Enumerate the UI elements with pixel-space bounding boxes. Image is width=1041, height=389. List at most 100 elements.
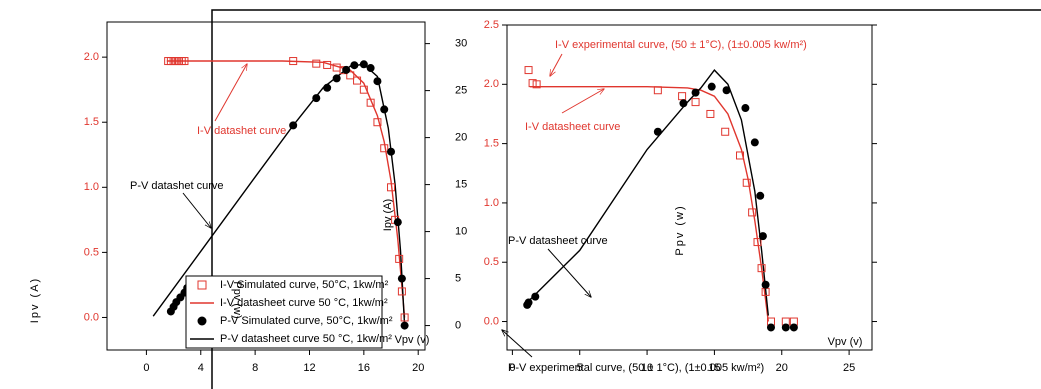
point: [359, 60, 368, 69]
y-axis-label: Ipv (A): [29, 277, 41, 323]
y-tick-label: 1.0: [484, 197, 499, 209]
point: [789, 323, 798, 332]
series-line: [525, 69, 769, 316]
y-tick-label: 2.0: [484, 78, 499, 90]
x-tick-label: 15: [708, 362, 720, 374]
point: [722, 86, 731, 95]
point: [323, 60, 332, 69]
y2-tick-label: 0: [455, 319, 461, 331]
point: [387, 147, 396, 156]
chart: 0 4 8 12 16 20 0.0 0.5 1.0 1.5 2.0 0 5 10 15 20 25 30 Vpv …: [29, 21, 467, 374]
point: [366, 98, 375, 107]
point: [753, 238, 762, 247]
x-tick-label: 20: [412, 362, 424, 374]
legend-label: P-V datasheet curve 50 °C, 1kw/m²: [220, 333, 392, 345]
point: [312, 59, 321, 68]
point: [395, 254, 404, 263]
point: [380, 105, 389, 114]
point: [400, 313, 409, 322]
point: [721, 127, 730, 136]
y-tick-label: 1.5: [84, 116, 99, 128]
point: [653, 127, 662, 136]
x-tick-label: 4: [198, 362, 204, 374]
x-tick-label: 25: [843, 362, 855, 374]
legend-label: I-V datasheet curve 50 °C, 1kw/m²: [220, 297, 388, 309]
y-axis-label: Ppv (w): [674, 204, 686, 255]
annotation-arrow: [214, 64, 247, 122]
point: [332, 74, 341, 83]
point: [531, 292, 540, 301]
annotation: I-V experimental curve, (50 ± 1°C), (1±0…: [555, 39, 807, 51]
annotation: Ppv (w): [231, 281, 243, 318]
annotation-arrow: [561, 89, 604, 114]
point: [342, 65, 351, 74]
point: [397, 274, 406, 283]
point: [756, 191, 765, 200]
y-tick-label: 0.5: [484, 256, 499, 268]
annotation-arrow: [547, 248, 591, 297]
x-tick-label: 5: [577, 362, 583, 374]
x-tick-label: 10: [641, 362, 653, 374]
point: [380, 144, 389, 153]
point: [528, 79, 537, 88]
y-tick-label: 0.5: [84, 246, 99, 258]
point: [707, 82, 716, 91]
x-tick-label: 12: [303, 362, 315, 374]
point: [736, 151, 745, 160]
y-tick-label: 2.0: [84, 51, 99, 63]
point: [373, 77, 382, 86]
point: [397, 287, 406, 296]
plot-frame: [106, 21, 426, 351]
y2-tick-label: 5: [455, 272, 461, 284]
overlay-frame: [211, 9, 1041, 389]
annotation-arrow: [550, 53, 563, 76]
point: [678, 92, 687, 101]
x-tick-label: 0: [509, 362, 515, 374]
x-tick-label: 8: [252, 362, 258, 374]
point: [761, 280, 770, 289]
point: [350, 61, 359, 70]
point: [750, 138, 759, 147]
series-line: [529, 86, 769, 322]
chart: 0 5 10 15 20 25 0.0 0.5 1.0 1.5 2.0 2.5 Vpv (v) Ppv (…: [484, 19, 877, 374]
point: [758, 232, 767, 241]
point: [373, 118, 382, 127]
plot-frame: [506, 24, 873, 351]
point: [766, 323, 775, 332]
x-axis-label: Vpv (v): [828, 336, 863, 348]
point: [312, 94, 321, 103]
annotation: I-V datasheet curve: [525, 121, 620, 133]
point: [742, 178, 751, 187]
y-tick-label: 0.0: [84, 311, 99, 323]
legend-marker: [197, 280, 207, 290]
point: [653, 86, 662, 95]
annotation-arrow: [502, 330, 533, 358]
point: [691, 98, 700, 107]
y-tick-label: 1.0: [84, 181, 99, 193]
y2-tick-label: 15: [455, 178, 467, 190]
y2-tick-label: 10: [455, 225, 467, 237]
point: [524, 66, 533, 75]
legend-label: I-V Simulated curve, 50°C, 1kw/m²: [220, 279, 389, 291]
point: [706, 109, 715, 118]
point: [393, 218, 402, 227]
point: [400, 321, 409, 330]
point: [353, 76, 362, 85]
y2-axis-label: Ipv (A): [382, 199, 394, 231]
point: [359, 85, 368, 94]
point: [679, 99, 688, 108]
x-tick-label: 16: [358, 362, 370, 374]
x-tick-label: 0: [143, 362, 149, 374]
point: [387, 183, 396, 192]
annotation: I-V datashet curve: [197, 125, 286, 137]
point: [346, 71, 355, 80]
y2-tick-label: 20: [455, 132, 467, 144]
point: [781, 323, 790, 332]
legend-box: [185, 275, 383, 349]
y-tick-label: 2.5: [484, 19, 499, 31]
legend-label: P-V Simulated curve, 50°C, 1kw/m²: [220, 315, 393, 327]
point: [741, 104, 750, 113]
point: [691, 88, 700, 97]
point: [289, 121, 298, 130]
